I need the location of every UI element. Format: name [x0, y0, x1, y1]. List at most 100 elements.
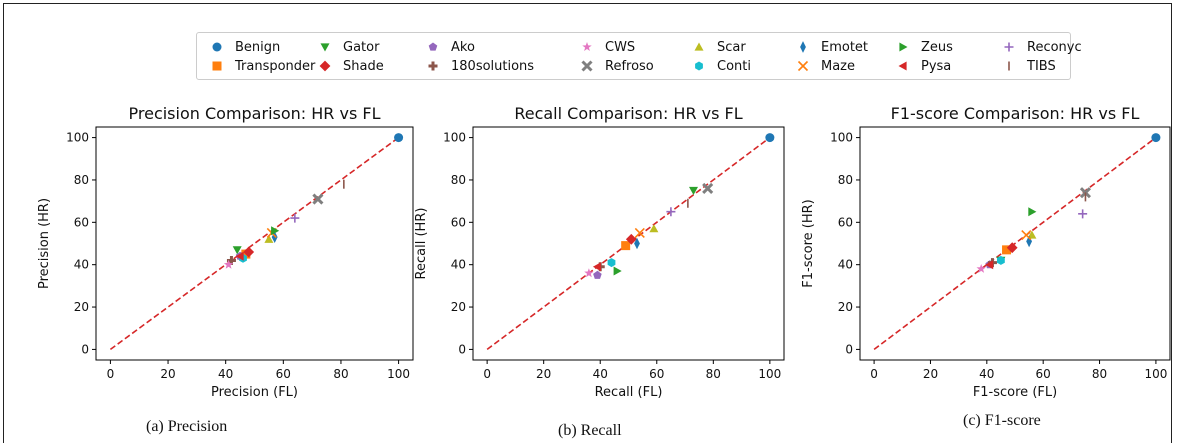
point-refroso: [702, 182, 714, 194]
legend-label: Reconyc: [1027, 39, 1082, 55]
y-tick-label: 80: [451, 173, 466, 187]
x-tick-label: 20: [923, 367, 938, 381]
chart-title: F1-score Comparison: HR vs FL: [891, 104, 1140, 123]
y-tick-label: 60: [838, 215, 853, 229]
legend-label: Maze: [821, 58, 856, 74]
legend-label: Emotet: [821, 39, 869, 55]
x-axis-label: F1-score (FL): [973, 385, 1057, 400]
y-tick-label: 60: [451, 215, 466, 229]
x-tick-label: 100: [758, 367, 781, 381]
point-emotet: [634, 237, 640, 250]
legend-marker-benign: [212, 42, 222, 52]
point-reconyc: [290, 213, 300, 223]
legend-marker-reconyc: [1004, 42, 1014, 52]
legend-label: TIBS: [1027, 58, 1056, 74]
legend-item-refroso: Refroso: [575, 57, 654, 75]
legend-item-transponder: Transponder: [205, 57, 315, 75]
legend-marker-transponder: [212, 61, 222, 71]
point-pysa: [985, 260, 994, 270]
point-emotet: [1026, 235, 1032, 248]
legend-item-pysa: Pysa: [891, 57, 951, 75]
point-maze: [1021, 229, 1032, 241]
x-tick-label: 80: [706, 367, 721, 381]
legend-label: Transponder: [235, 58, 316, 74]
point-transponder: [1002, 245, 1012, 255]
x-tick-label: 80: [333, 367, 348, 381]
legend-marker-scar: [694, 42, 704, 51]
point-scar: [649, 224, 659, 233]
y-tick-label: 40: [451, 258, 466, 272]
y-tick-label: 100: [443, 131, 466, 145]
chart-panel-3: F1-score Comparison: HR vs FL 0 0 20 20 40 40 6…: [801, 104, 1171, 400]
y-tick-label: 20: [838, 300, 853, 314]
y-axis-label: Precision (HR): [37, 198, 52, 289]
x-tick-label: 0: [870, 367, 878, 381]
point-zeus: [613, 266, 622, 276]
legend-marker-pysa: [898, 61, 907, 71]
x-tick-label: 60: [1036, 367, 1051, 381]
x-tick-label: 60: [276, 367, 291, 381]
point-shade: [243, 246, 255, 258]
point-benign: [394, 133, 404, 143]
caption-c: (c) F1-score: [963, 412, 1041, 429]
legend-marker-gator: [320, 43, 330, 52]
x-tick-label: 40: [593, 367, 608, 381]
x-tick-label: 20: [160, 367, 175, 381]
x-tick-label: 20: [536, 367, 551, 381]
point-scar: [1027, 230, 1037, 239]
x-tick-label: 100: [1144, 367, 1167, 381]
legend-label: Shade: [343, 58, 384, 74]
y-axis-label: F1-score (HR): [801, 199, 816, 287]
plot-area: [472, 126, 785, 361]
chart-title: Precision Comparison: HR vs FL: [129, 104, 381, 123]
x-axis-label: Precision (FL): [211, 385, 298, 400]
point-emotet: [271, 231, 278, 243]
y-tick-label: 60: [74, 215, 89, 229]
legend-item-cws: CWS: [575, 38, 635, 56]
legend-marker-shade: [319, 60, 331, 72]
legend-marker-conti: [695, 61, 703, 71]
legend-marker-refroso: [581, 60, 593, 72]
x-tick-label: 0: [107, 367, 115, 381]
reference-line: [109, 136, 400, 351]
point-pysa: [592, 262, 601, 272]
y-tick-label: 0: [81, 342, 89, 356]
legend-item-maze: Maze: [791, 57, 855, 75]
legend-item-ako: Ako: [421, 38, 475, 56]
point-zeus: [1028, 207, 1037, 217]
point-benign: [765, 133, 775, 143]
y-tick-label: 20: [451, 300, 466, 314]
legend-item-180solutions: 180solutions: [421, 57, 534, 75]
legend-label: Conti: [717, 58, 751, 74]
y-tick-label: 0: [458, 342, 466, 356]
legend-item-conti: Conti: [687, 57, 751, 75]
x-tick-label: 100: [387, 367, 410, 381]
legend-label: Pysa: [921, 58, 952, 74]
plot-area: [95, 126, 414, 361]
legend-item-benign: Benign: [205, 38, 280, 56]
point-maze: [634, 227, 645, 238]
legend-item-gator: Gator: [313, 38, 379, 56]
chart-panel-1: Precision Comparison: HR vs FL 0 0 20 20 40 40…: [37, 104, 414, 400]
y-tick-label: 40: [74, 258, 89, 272]
legend-item-emotet: Emotet: [791, 38, 868, 56]
caption-a: (a) Precision: [146, 418, 228, 435]
point-cws: [976, 264, 986, 273]
legend-marker-cws: [582, 42, 592, 51]
x-tick-label: 40: [218, 367, 233, 381]
legend-label: Gator: [343, 39, 380, 55]
legend-label: Scar: [717, 39, 746, 55]
legend-marker-maze: [797, 60, 809, 72]
reference-line: [873, 136, 1157, 351]
x-tick-label: 0: [483, 367, 491, 381]
point-zeus: [271, 226, 280, 236]
figure-frame: [3, 3, 1172, 443]
legend-marker-tibs: [1008, 61, 1010, 71]
y-tick-label: 80: [74, 173, 89, 187]
legend-label: Benign: [235, 39, 281, 55]
point-shade: [625, 233, 637, 245]
point-conti: [997, 255, 1005, 265]
legend-item-tibs: TIBS: [997, 57, 1056, 75]
point-reconyc: [1078, 209, 1088, 219]
